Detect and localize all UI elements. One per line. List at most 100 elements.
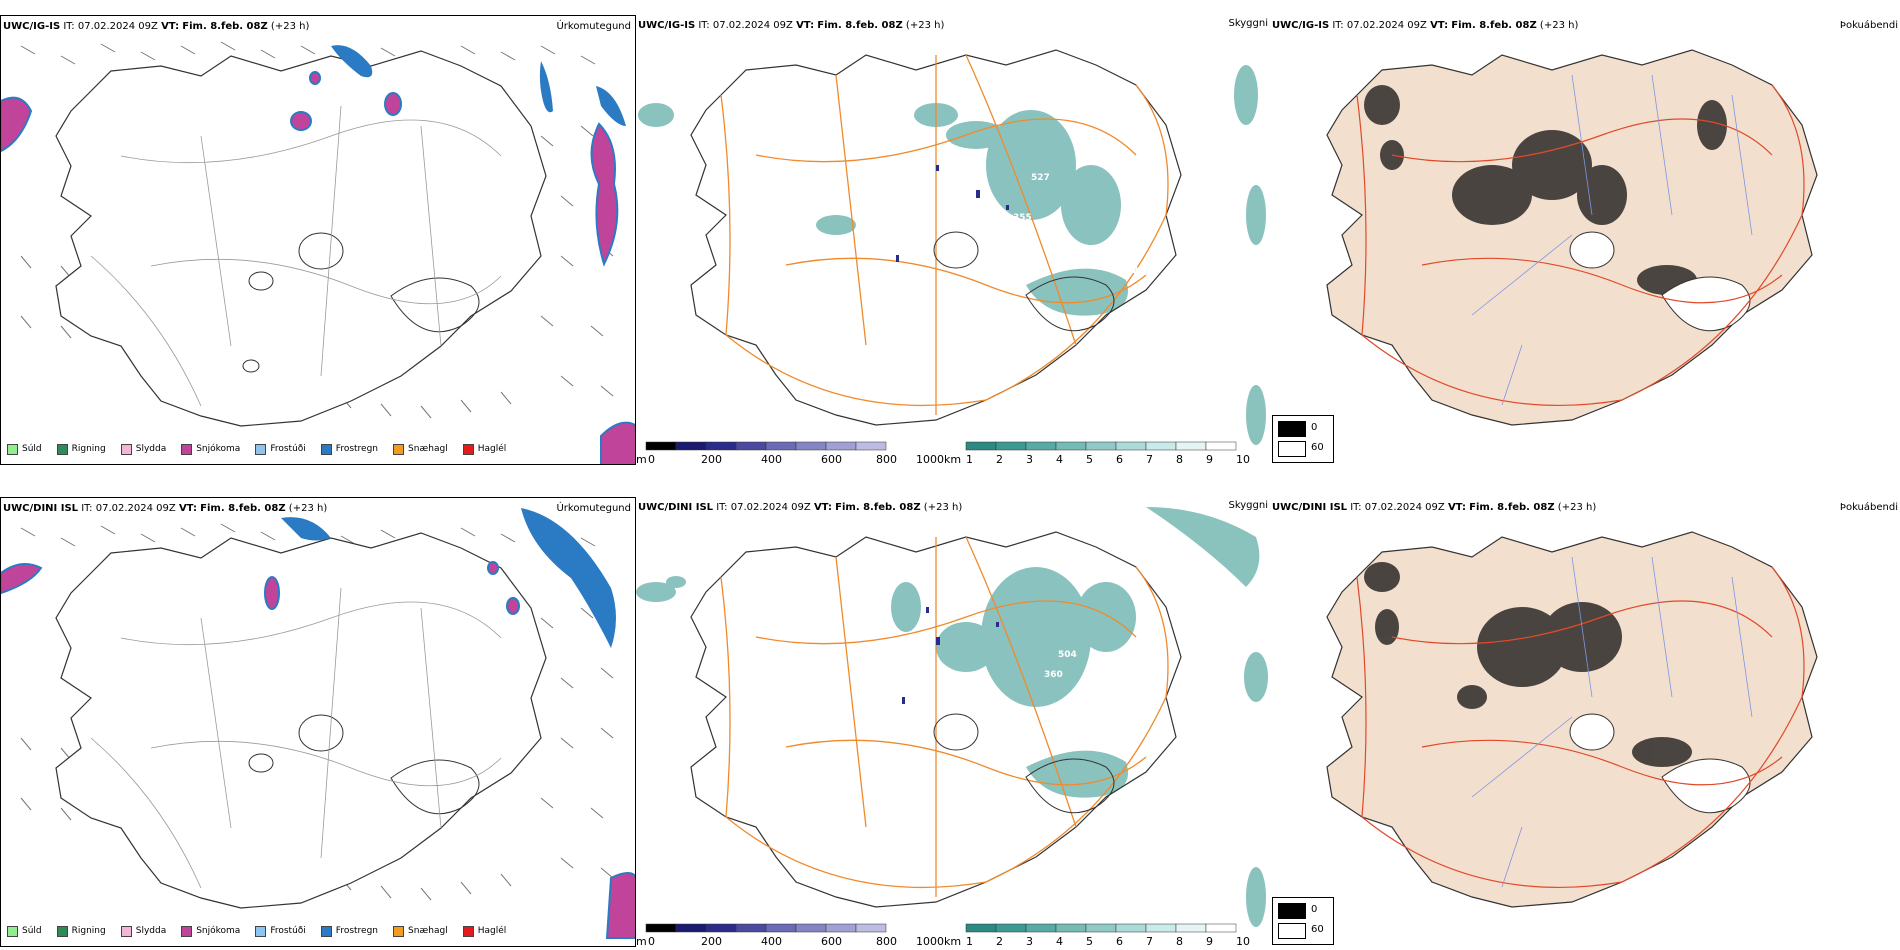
roads [720,54,1169,415]
legend-item: Rigning [51,925,106,937]
low-cloud-dots [896,165,1009,262]
height-scale-tick: 1000 [916,935,944,947]
legend-item: Snæhagl [387,443,448,455]
fog-dark-areas [1364,562,1692,767]
fog-map-row1 [1326,49,1818,426]
panel-type-title: Úrkomutegund [556,503,631,514]
frostregn-areas [281,508,616,648]
scale-bars [645,441,1237,451]
fog-panel-row1: UWC/IG-IS IT: 07.02.2024 09Z VT: Fim. 8.… [1272,15,1900,465]
vis-scale-tick: 6 [1116,935,1123,947]
vis-scale-tick: 2 [996,935,1003,947]
panel-title: UWC/IG-IS IT: 07.02.2024 09Z VT: Fim. 8.… [1272,20,1579,31]
vis-scale-tick: 8 [1176,935,1183,947]
iceland-terrain [1326,49,1818,426]
vis-scale-tick: 10 [1236,935,1250,947]
height-scale-tick: 0 [648,935,655,947]
fog-white-areas [1569,713,1751,814]
legend-item: Frostúði [249,443,306,455]
fog-legend: 0 60 [1272,897,1334,945]
roads [90,105,502,407]
panel-title: UWC/DINI ISL IT: 07.02.2024 09Z VT: Fim.… [3,503,328,514]
height-scale-tick: 600 [821,453,842,465]
vis-scale-tick: 5 [1086,935,1093,947]
height-label: 360 [1044,670,1063,680]
precip-map-row2 [1,508,635,939]
legend-swatch [255,443,267,455]
visibility-panel-row2: 504 360 258 108 335 UWC/DINI ISL IT: 07.… [636,497,1272,947]
snow-areas [1,71,635,464]
vis-scale-tick: 8 [1176,453,1183,465]
fog-white-areas [1569,231,1751,332]
height-scale-tick: 200 [701,453,722,465]
precip-map-row1 [1,41,635,464]
height-scale-tick: 400 [761,453,782,465]
legend-swatch [56,443,68,455]
visibility-map-row2: 504 360 258 108 335 [636,507,1268,927]
vis-scale-tick: 3 [1026,935,1033,947]
panel-type-title: Úrkomutegund [556,21,631,32]
height-scale-tick: 600 [821,935,842,947]
height-label: 258 [1106,720,1125,730]
height-label: 504 [1058,650,1077,660]
legend-swatch [120,443,132,455]
legend-item: Haglél [457,925,506,937]
fog-legend-bottom-label: 60 [1311,442,1324,453]
roads [720,536,1169,897]
height-label: 335 [1141,610,1160,620]
vis-scale-tick: 5 [1086,453,1093,465]
fog-legend-dark-swatch [1278,421,1306,437]
legend-swatch [181,443,193,455]
height-scale-bar [645,923,887,933]
vis-scale-tick: 4 [1056,453,1063,465]
fog-legend: 0 60 [1272,415,1334,463]
panel-title: UWC/IG-IS IT: 07.02.2024 09Z VT: Fim. 8.… [638,20,945,31]
height-scale-unit: m [636,453,647,465]
height-scale-tick: 0 [648,453,655,465]
precip-legend: Súld Rigning Slydda Snjókoma Frostúði Fr… [1,922,515,940]
legend-swatch [255,925,267,937]
rivers [1471,74,1753,406]
visibility-panel-row1: 527 301 355 322 UWC/IG-IS IT: 07.02.2024… [636,15,1272,465]
vis-scale-tick: 9 [1206,935,1213,947]
legend-item: Slydda [115,443,166,455]
iceland-terrain [1326,531,1818,908]
legend-swatch [393,443,405,455]
legend-item: Slydda [115,925,166,937]
legend-item: Snæhagl [387,925,448,937]
roads [1356,84,1805,406]
vis-scale-tick: 1 [966,453,973,465]
legend-item: Frostregn [315,925,378,937]
precip-type-panel-row1: UWC/IG-IS IT: 07.02.2024 09Z VT: Fim. 8.… [0,15,636,465]
visibility-map-row1: 527 301 355 322 [638,49,1266,445]
height-scale-unit: m [636,935,647,947]
visibility-scale-bar [965,923,1237,933]
precip-legend: Súld Rigning Slydda Snjókoma Frostúði Fr… [1,440,515,458]
vis-teal-areas [638,65,1266,445]
low-cloud-dots [902,607,999,704]
panel-type-title: Skyggni [1228,18,1268,29]
vis-scale-unit: km [944,453,962,465]
height-scale-tick: 400 [761,935,782,947]
fog-map-row2 [1326,531,1818,908]
fog-legend-light-swatch [1278,923,1306,939]
height-scale-tick: 1000 [916,453,944,465]
legend-swatch [320,925,332,937]
fog-legend-top-label: 0 [1311,904,1318,915]
legend-swatch [56,925,68,937]
height-scale-tick: 800 [876,935,897,947]
legend-item: Haglél [457,443,506,455]
panel-title: UWC/DINI ISL IT: 07.02.2024 09Z VT: Fim.… [638,502,963,513]
fog-legend-bottom-label: 60 [1311,924,1324,935]
legend-item: Frostúði [249,925,306,937]
legend-swatch [120,925,132,937]
visibility-scale-bar [965,441,1237,451]
roads [1356,566,1805,888]
frostregn-areas [331,45,626,126]
fog-legend-light-swatch [1278,441,1306,457]
scale-bars [645,923,1237,933]
iceland-outline [55,50,547,427]
panel-type-title: Þokuábendi [1839,502,1898,513]
legend-item: Snjókoma [175,443,240,455]
legend-swatch [462,443,474,455]
